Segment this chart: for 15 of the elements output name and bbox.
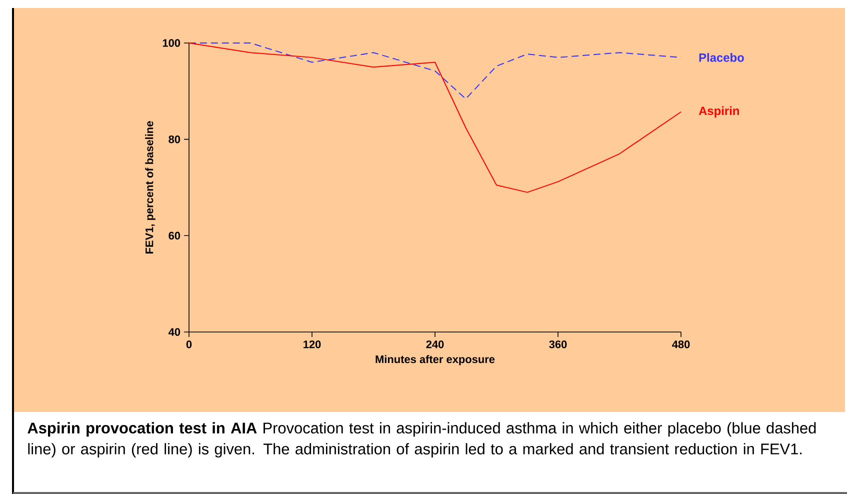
x-tick-label: 360 <box>549 340 567 348</box>
x-tick-label: 120 <box>304 340 321 348</box>
x-tick-label: 240 <box>426 340 444 348</box>
text: Aspirin provocation test in AIA Provocation test in aspirin-induced asthma in which either placebo (blue dashed line) or aspirin (red line) is given. The administration of aspirin led to a marked and transient reduction in FEV1. <box>28 422 816 458</box>
x-tick-label: 480 <box>672 340 690 348</box>
x-axis-title: Minutes after exposure <box>376 355 495 366</box>
y-tick-label: 40 <box>168 328 180 336</box>
y-tick-label: 100 <box>162 39 180 47</box>
line-series <box>188 42 682 193</box>
series-label: Aspirin <box>698 106 739 118</box>
x-tick-label: 0 <box>186 340 192 348</box>
y-tick-label: 80 <box>168 135 180 144</box>
y-tick-label: 60 <box>168 232 180 240</box>
y-axis-title: FEV1, percent of baseline <box>145 121 156 254</box>
series-label: Placebo <box>699 53 744 62</box>
